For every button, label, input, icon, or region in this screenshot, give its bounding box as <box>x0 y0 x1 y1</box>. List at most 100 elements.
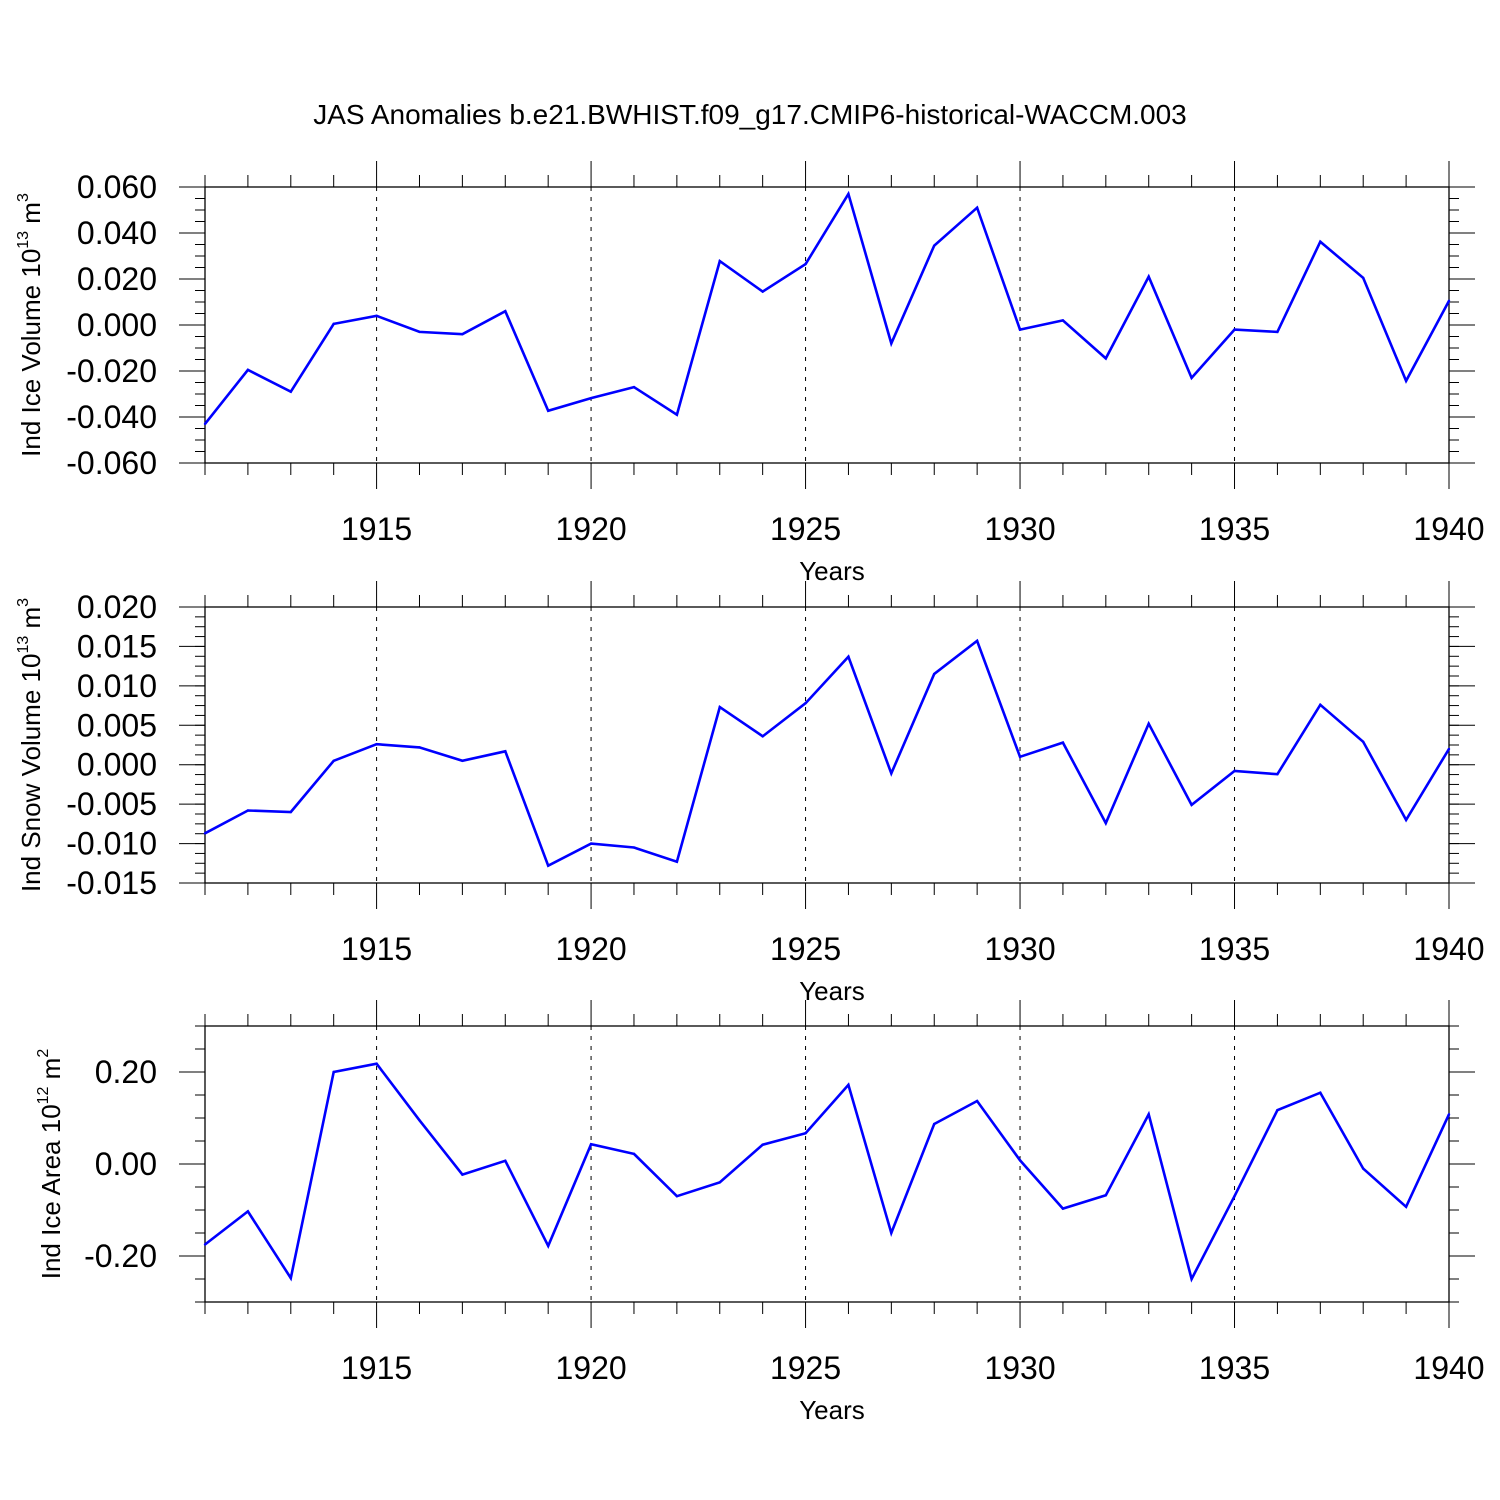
x-tick-label: 1915 <box>341 511 412 547</box>
data-point <box>289 390 292 393</box>
x-tick-label: 1920 <box>555 931 626 967</box>
y-axis-title: Ind Ice Volume 1013 m3 <box>15 193 46 457</box>
x-axis-title: Years <box>799 976 865 1006</box>
data-point <box>1362 1167 1365 1170</box>
data-point <box>1447 299 1451 303</box>
x-tick-label: 1935 <box>1199 1350 1270 1386</box>
data-point <box>975 1099 979 1103</box>
plot-frame <box>204 1025 1450 1303</box>
y-tick-label: 0.005 <box>77 707 157 743</box>
data-point <box>1233 1195 1236 1198</box>
data-point <box>1104 357 1108 360</box>
x-tick-label: 1935 <box>1199 511 1270 547</box>
data-point <box>246 809 250 812</box>
x-tick-label: 1930 <box>984 1350 1055 1386</box>
x-tick-label: 1920 <box>555 1350 626 1386</box>
data-point <box>1404 818 1408 822</box>
data-point <box>289 1276 292 1280</box>
data-point <box>1362 740 1365 744</box>
data-point <box>375 314 378 317</box>
data-point <box>546 409 550 412</box>
data-point <box>461 759 464 762</box>
x-tick-label: 1915 <box>341 1350 412 1386</box>
x-axis-title: Years <box>799 1395 865 1425</box>
y-tick-label: -0.020 <box>66 353 157 389</box>
data-point <box>1319 240 1322 243</box>
y-tick-label: -0.005 <box>66 786 157 822</box>
x-tick-label: 1920 <box>555 511 626 547</box>
data-point <box>1319 1091 1322 1094</box>
data-point <box>461 1173 464 1176</box>
data-point <box>675 860 679 863</box>
x-tick-label: 1940 <box>1413 1350 1484 1386</box>
y-tick-label: 0.020 <box>77 261 157 297</box>
data-point <box>1233 328 1236 331</box>
data-point <box>632 1152 636 1156</box>
x-tick-label: 1925 <box>770 511 841 547</box>
data-point <box>504 1159 507 1162</box>
data-point <box>933 244 936 247</box>
data-point <box>203 1243 207 1246</box>
data-point <box>1061 319 1065 322</box>
y-tick-label: -0.040 <box>66 399 157 435</box>
data-point <box>847 192 850 196</box>
data-point <box>761 290 764 293</box>
data-point <box>718 1181 721 1184</box>
data-point <box>718 705 721 709</box>
series-line <box>203 190 1451 425</box>
data-point <box>332 1070 335 1074</box>
data-point <box>289 810 292 814</box>
data-point <box>933 672 936 676</box>
data-point <box>1276 1108 1279 1112</box>
y-axis-title: Ind Snow Volume 1013 m3 <box>15 598 46 892</box>
y-tick-label: -0.015 <box>66 865 157 901</box>
series-line <box>204 638 1451 868</box>
data-point <box>1104 1194 1108 1197</box>
data-point <box>589 1143 593 1146</box>
chart-title: JAS Anomalies b.e21.BWHIST.f09_g17.CMIP6… <box>313 99 1187 130</box>
x-tick-label: 1925 <box>770 931 841 967</box>
y-tick-label: 0.015 <box>77 628 157 664</box>
data-point <box>975 639 979 643</box>
data-point <box>675 413 679 416</box>
data-point <box>246 368 250 372</box>
data-point <box>1447 1113 1451 1116</box>
x-tick-label: 1930 <box>984 931 1055 967</box>
series-line <box>204 1062 1451 1283</box>
data-point <box>332 322 335 326</box>
panel-3: -0.20 0.00 0.20 1915 1920 1925 1930 1935 1940 Yea… <box>35 1000 1485 1425</box>
data-point <box>1190 803 1193 807</box>
panel-1: -0.060 -0.040 -0.020 0.000 0.020 0.040 0.060 19… <box>15 161 1485 586</box>
data-point <box>1319 703 1322 706</box>
y-tick-label: 0.020 <box>77 589 157 625</box>
data-point <box>589 842 593 845</box>
data-point <box>761 735 764 738</box>
y-tick-label: 0.060 <box>77 169 157 205</box>
y-tick-label: 0.010 <box>77 668 157 704</box>
data-point <box>1362 276 1365 280</box>
data-point <box>890 1231 893 1235</box>
data-point <box>1276 772 1279 776</box>
y-tick-label: 0.00 <box>95 1146 157 1182</box>
data-point <box>632 385 636 389</box>
data-point <box>1018 755 1022 759</box>
data-point <box>1276 330 1279 334</box>
y-tick-label: 0.000 <box>77 307 157 343</box>
x-tick-label: 1935 <box>1199 931 1270 967</box>
data-point <box>1447 747 1451 751</box>
data-point <box>546 864 550 867</box>
data-point <box>975 206 979 209</box>
data-point <box>890 342 893 345</box>
data-point <box>632 846 636 849</box>
y-tick-label: -0.20 <box>84 1238 157 1274</box>
data-point <box>504 750 507 753</box>
y-tick-label: 0.000 <box>77 747 157 783</box>
data-point <box>418 1119 421 1122</box>
x-tick-label: 1940 <box>1413 931 1484 967</box>
y-tick-label: -0.060 <box>66 445 157 481</box>
x-tick-label: 1915 <box>341 931 412 967</box>
data-point <box>1147 722 1150 725</box>
data-point <box>418 746 421 749</box>
